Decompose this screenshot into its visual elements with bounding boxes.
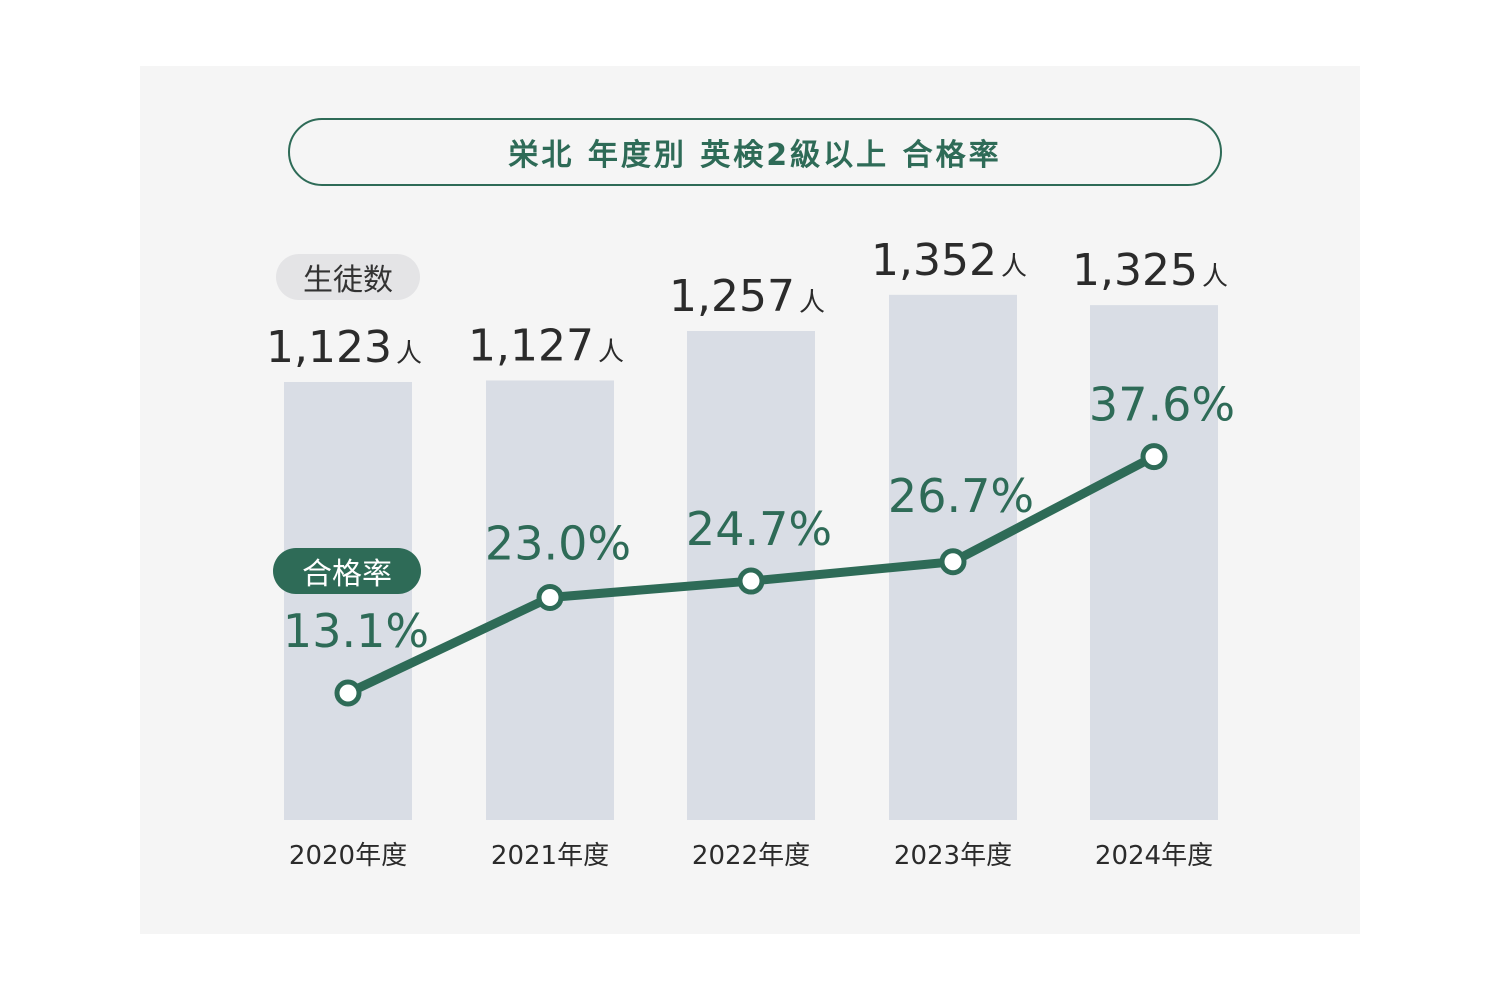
students-legend-pill: 生徒数 [276, 254, 420, 300]
rate-marker [1140, 443, 1168, 471]
rate-marker [536, 583, 564, 611]
category-label: 2024年度 [1095, 841, 1213, 871]
bar-2020年度 [284, 382, 412, 820]
rate-marker [939, 548, 967, 576]
rate-marker [737, 567, 765, 595]
student-count-label: 1,127 人 [468, 320, 624, 371]
rate-marker [334, 679, 362, 707]
student-count-label: 1,352 人 [871, 235, 1027, 286]
student-count-label: 1,257 人 [669, 271, 825, 322]
rate-legend-pill: 合格率 [273, 548, 421, 594]
category-label: 2022年度 [692, 841, 810, 871]
student-count-label: 1,325 人 [1072, 245, 1228, 296]
category-label: 2023年度 [894, 841, 1012, 871]
rate-value-label: 13.1% [283, 604, 429, 658]
student-count-label: 1,123 人 [266, 322, 422, 373]
rate-value-label: 37.6% [1089, 378, 1235, 432]
rate-value-label: 23.0% [485, 516, 631, 570]
bar-2024年度 [1090, 305, 1218, 821]
category-label: 2021年度 [491, 841, 609, 871]
chart-title: 栄北 年度別 英検2級以上 合格率 [288, 118, 1222, 186]
category-label: 2020年度 [289, 841, 407, 871]
rate-value-label: 24.7% [686, 502, 832, 556]
rate-value-label: 26.7% [888, 469, 1034, 523]
